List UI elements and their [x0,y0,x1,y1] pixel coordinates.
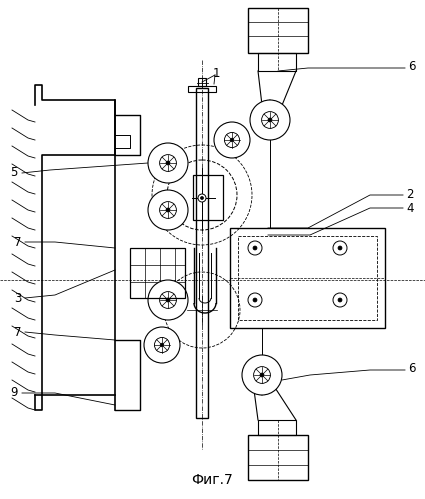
Bar [248,8,308,53]
Bar [230,228,385,328]
Circle shape [160,343,164,347]
Text: 4: 4 [406,202,414,215]
Circle shape [160,155,176,171]
Circle shape [154,337,170,353]
Text: 3: 3 [14,291,22,304]
Bar [248,435,308,480]
Circle shape [254,367,270,383]
Circle shape [214,122,250,158]
Circle shape [230,138,234,142]
Circle shape [248,293,262,307]
Text: 6: 6 [408,59,416,72]
Text: 6: 6 [408,361,416,375]
Circle shape [253,246,257,250]
Circle shape [262,112,278,128]
Circle shape [148,143,188,183]
Circle shape [148,280,188,320]
Circle shape [268,118,272,122]
Circle shape [160,291,176,308]
Circle shape [338,246,342,250]
Bar [258,420,296,435]
Circle shape [201,197,204,200]
Text: 7: 7 [14,236,22,249]
Bar [238,236,377,320]
Bar [188,86,216,92]
Bar [198,78,206,86]
Circle shape [166,208,170,212]
Circle shape [242,355,282,395]
Circle shape [333,241,347,255]
Text: Фиг.7: Фиг.7 [191,473,233,487]
Circle shape [160,202,176,219]
Text: 2: 2 [406,189,414,202]
Circle shape [260,373,264,377]
Bar [258,53,296,71]
Text: 5: 5 [11,167,18,180]
Circle shape [144,327,180,363]
Text: 7: 7 [14,325,22,338]
Bar [193,175,223,220]
Circle shape [166,298,170,302]
Circle shape [333,293,347,307]
Bar [130,248,185,298]
Circle shape [166,161,170,165]
Circle shape [148,190,188,230]
Bar [196,88,208,418]
Text: 9: 9 [11,387,18,400]
Circle shape [248,241,262,255]
Circle shape [224,132,240,148]
Circle shape [338,298,342,302]
Circle shape [198,194,206,202]
Circle shape [250,100,290,140]
Text: 1: 1 [212,66,220,79]
Circle shape [253,298,257,302]
